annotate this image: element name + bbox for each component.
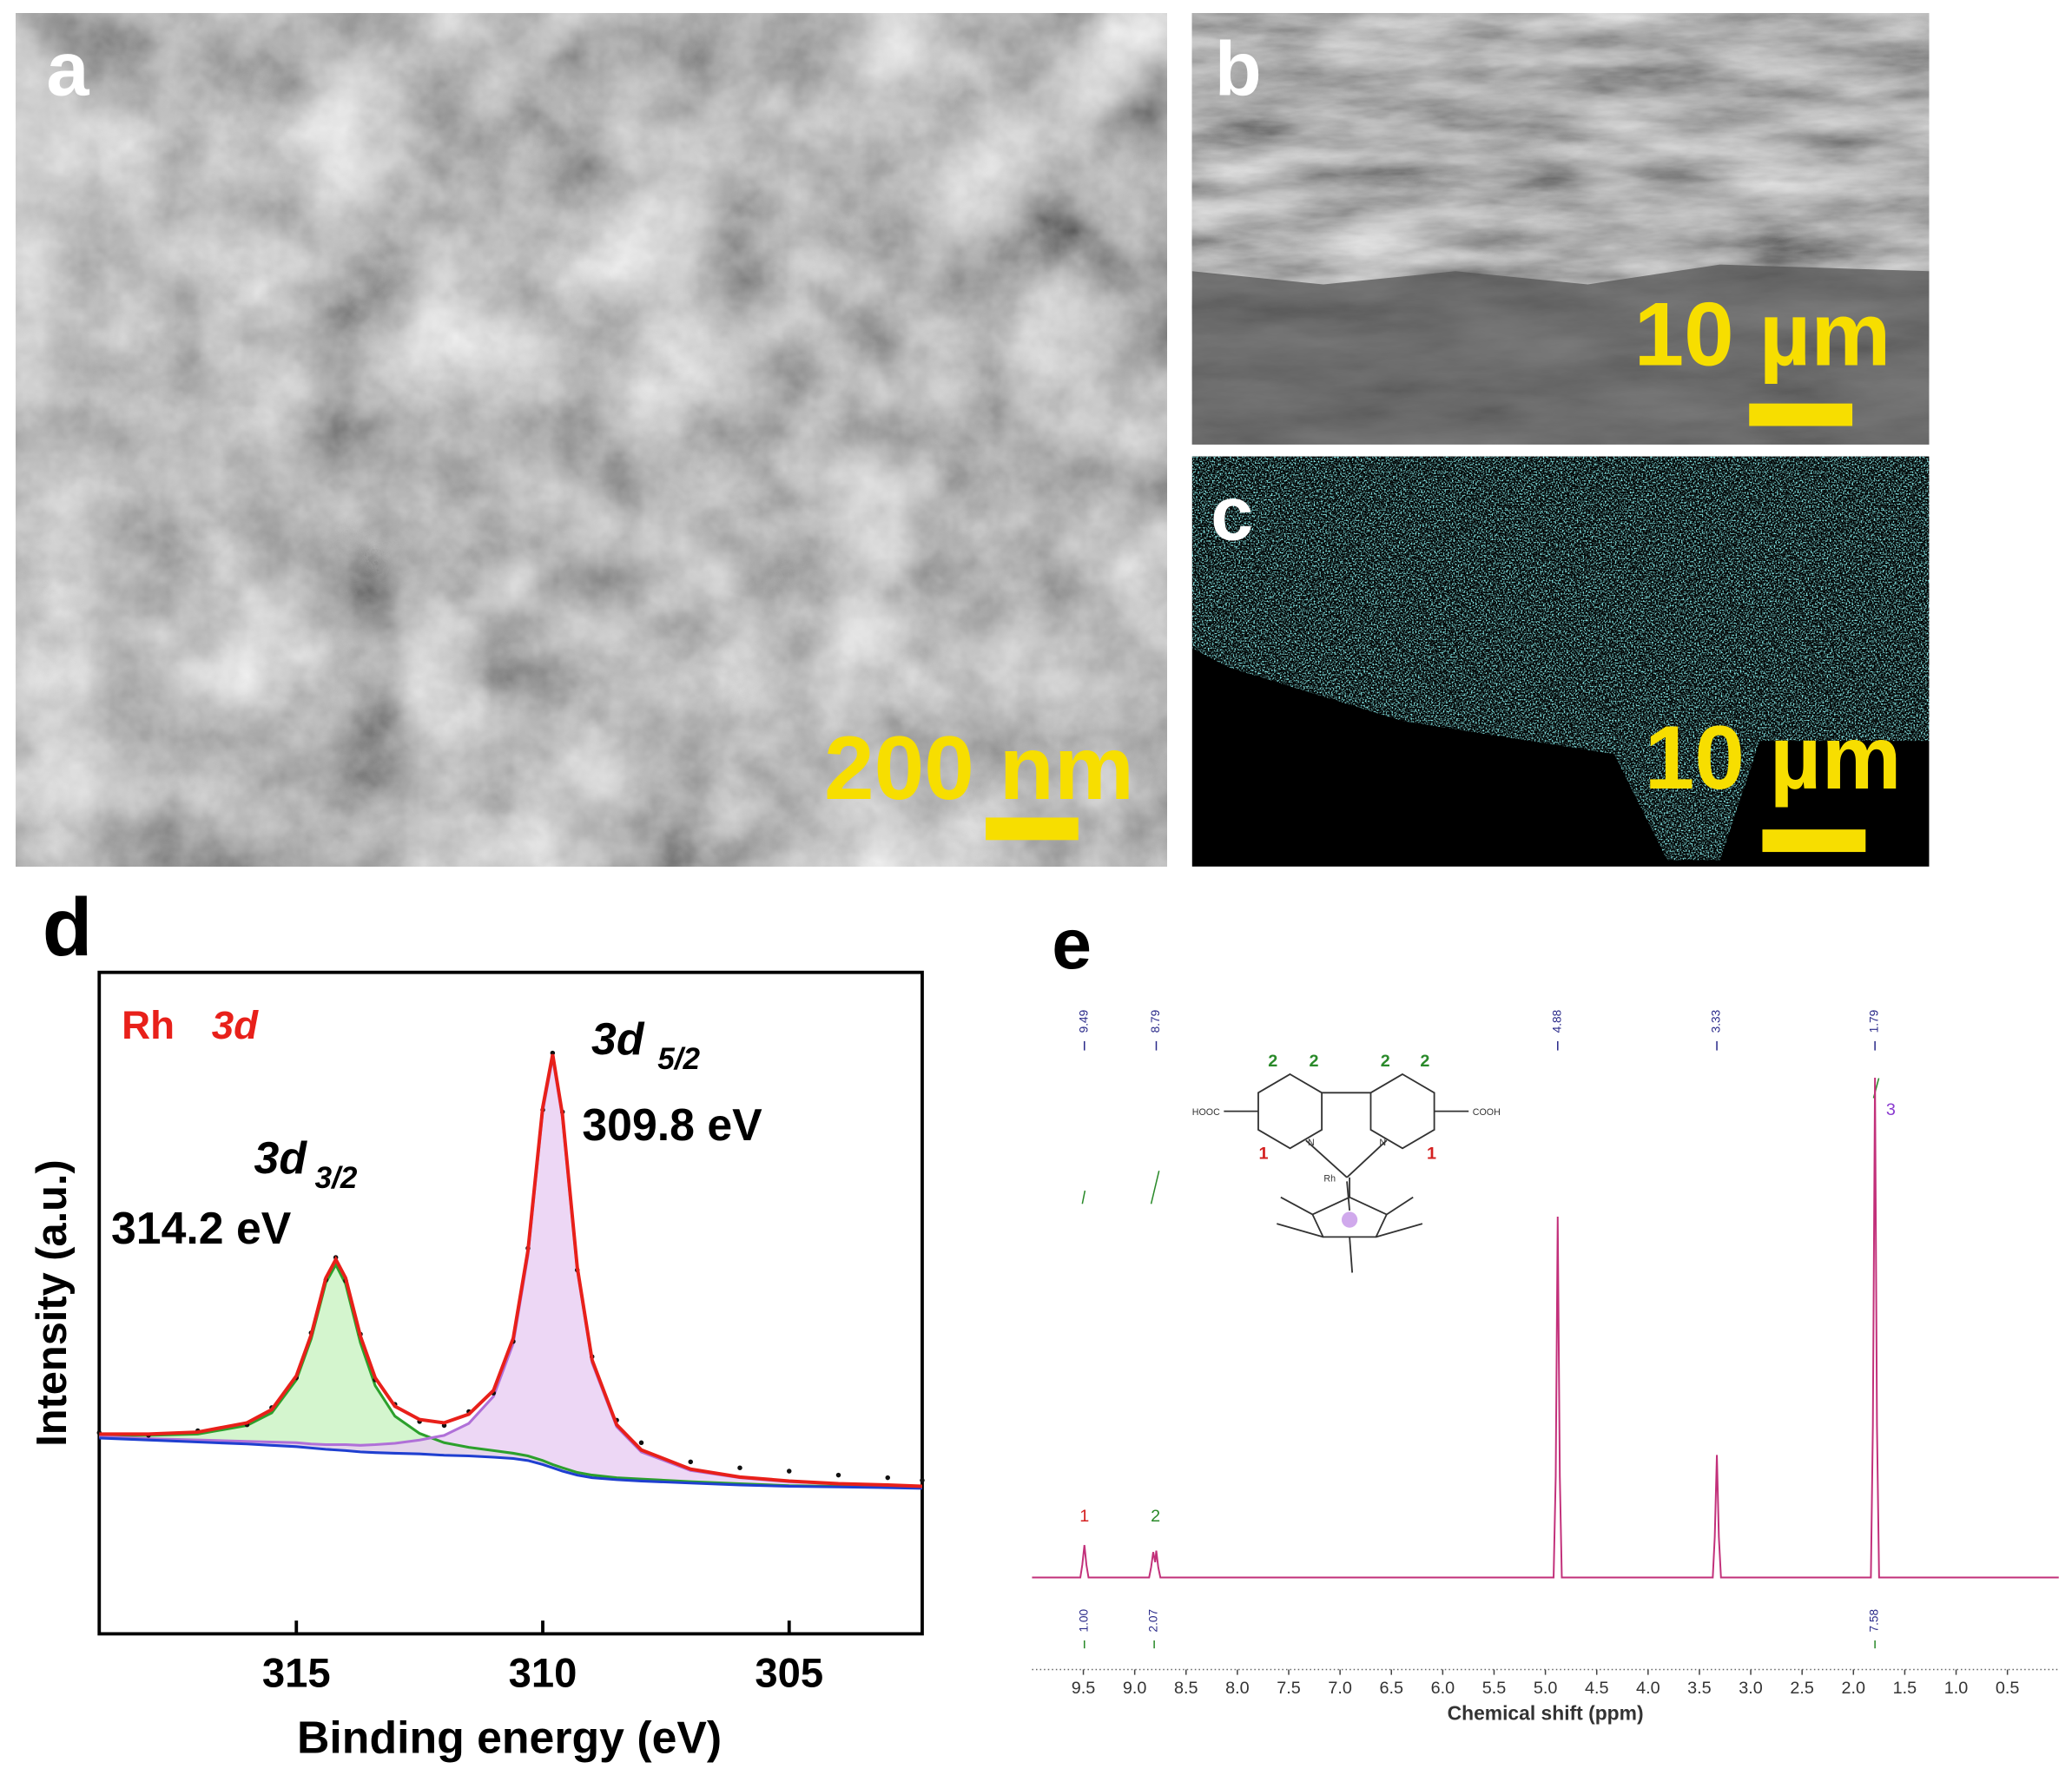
data-point: [638, 1440, 644, 1445]
x-tick-label: 3.0: [1739, 1679, 1763, 1698]
data-point: [688, 1459, 693, 1465]
panel-label: b: [1215, 26, 1262, 112]
panel-label: a: [46, 26, 89, 112]
annotation: 309.8 eV: [582, 1099, 762, 1150]
x-tick-label: 1.5: [1893, 1679, 1917, 1698]
data-point: [835, 1472, 841, 1478]
annotation: Rh: [122, 1003, 175, 1047]
scale-bar-label: 10 µm: [1645, 707, 1902, 808]
x-tick-label: 0.5: [1996, 1679, 2020, 1698]
y-axis-label: Intensity (a.u.): [29, 1159, 76, 1446]
peak-assignment: 2: [1151, 1507, 1160, 1526]
x-tick-label: 315: [262, 1650, 331, 1696]
scale-bar: [986, 817, 1079, 841]
annotation: 3/2: [315, 1161, 358, 1195]
component-fill: [99, 1057, 922, 1488]
panel-label: d: [43, 881, 93, 974]
peak-label: 1.79: [1868, 1010, 1881, 1033]
data-point: [737, 1465, 742, 1470]
site-label: 2: [1420, 1052, 1429, 1071]
atom-label: Rh: [1323, 1173, 1336, 1184]
scale-bar-label: 200 nm: [824, 717, 1134, 818]
sem-image: [16, 13, 1167, 867]
peak-label: 4.88: [1550, 1009, 1563, 1033]
x-tick-label: 9.5: [1072, 1679, 1096, 1698]
panel-label: e: [1052, 905, 1092, 984]
x-tick-label: 8.0: [1225, 1679, 1250, 1698]
data-point: [787, 1468, 792, 1474]
background-line: [99, 1436, 922, 1490]
group-label: HOOC: [1192, 1107, 1220, 1118]
x-axis-label: Binding energy (eV): [297, 1712, 722, 1762]
x-tick-label: 2.5: [1790, 1679, 1814, 1698]
substrate: [1191, 264, 1930, 445]
site-label: 1: [1427, 1144, 1436, 1163]
x-tick-label: 9.0: [1123, 1679, 1147, 1698]
metal-center: [1341, 1211, 1358, 1228]
site-label: 2: [1309, 1052, 1318, 1071]
annotation: 314.2 eV: [111, 1203, 292, 1253]
integral-curves: [1081, 1078, 1880, 1204]
annotation: 3d: [212, 1003, 259, 1047]
x-tick-label: 7.5: [1277, 1679, 1301, 1698]
x-tick-label: 6.0: [1431, 1679, 1455, 1698]
peak-assignment: 1: [1079, 1507, 1089, 1526]
x-tick-label: 1.0: [1944, 1679, 1969, 1698]
integral-label: 1.00: [1077, 1608, 1090, 1632]
x-tick-label: 4.0: [1636, 1679, 1660, 1698]
panel-label: c: [1211, 471, 1253, 557]
data-point: [885, 1475, 890, 1481]
x-axis-label: Chemical shift (ppm): [1448, 1701, 1644, 1724]
x-tick-label: 4.5: [1585, 1679, 1609, 1698]
envelope-line: [99, 1053, 923, 1488]
site-label: 2: [1268, 1052, 1277, 1071]
peak-label: 3.33: [1710, 1009, 1723, 1033]
annotation: 3d: [254, 1132, 308, 1183]
site-label: 2: [1381, 1052, 1390, 1071]
x-tick-label: 7.0: [1328, 1679, 1352, 1698]
spectrum: [1032, 1077, 2059, 1579]
edx-signal: [1191, 456, 1930, 861]
scale-bar: [1762, 829, 1866, 853]
peak-label: 8.79: [1149, 1010, 1162, 1033]
x-tick-label: 305: [755, 1650, 823, 1696]
x-tick-label: 8.5: [1174, 1679, 1198, 1698]
structure-drawing: [1224, 1072, 1469, 1273]
peak-label: 9.49: [1077, 1010, 1090, 1033]
x-tick-label: 2.0: [1842, 1679, 1866, 1698]
scale-bar-label: 10 µm: [1634, 283, 1891, 384]
atom-label: N: [1308, 1138, 1315, 1148]
group-label: COOH: [1473, 1107, 1501, 1118]
x-tick-label: 5.5: [1482, 1679, 1507, 1698]
scale-bar: [1749, 403, 1853, 426]
data-point: [920, 1477, 925, 1483]
annotation: 5/2: [657, 1042, 700, 1076]
x-tick-label: 310: [509, 1650, 577, 1696]
plot-frame: [97, 970, 924, 1636]
atom-label: N: [1379, 1138, 1386, 1148]
integral-label: 2.07: [1147, 1609, 1160, 1633]
peak-assignment: 3: [1886, 1100, 1896, 1119]
integral-label: 7.58: [1868, 1608, 1881, 1632]
component-fill: [99, 1264, 922, 1488]
annotation: 3d: [591, 1013, 645, 1064]
x-tick-label: 6.5: [1379, 1679, 1403, 1698]
site-label: 1: [1259, 1144, 1269, 1163]
x-tick-label: 5.0: [1534, 1679, 1558, 1698]
x-tick-label: 3.5: [1687, 1679, 1712, 1698]
